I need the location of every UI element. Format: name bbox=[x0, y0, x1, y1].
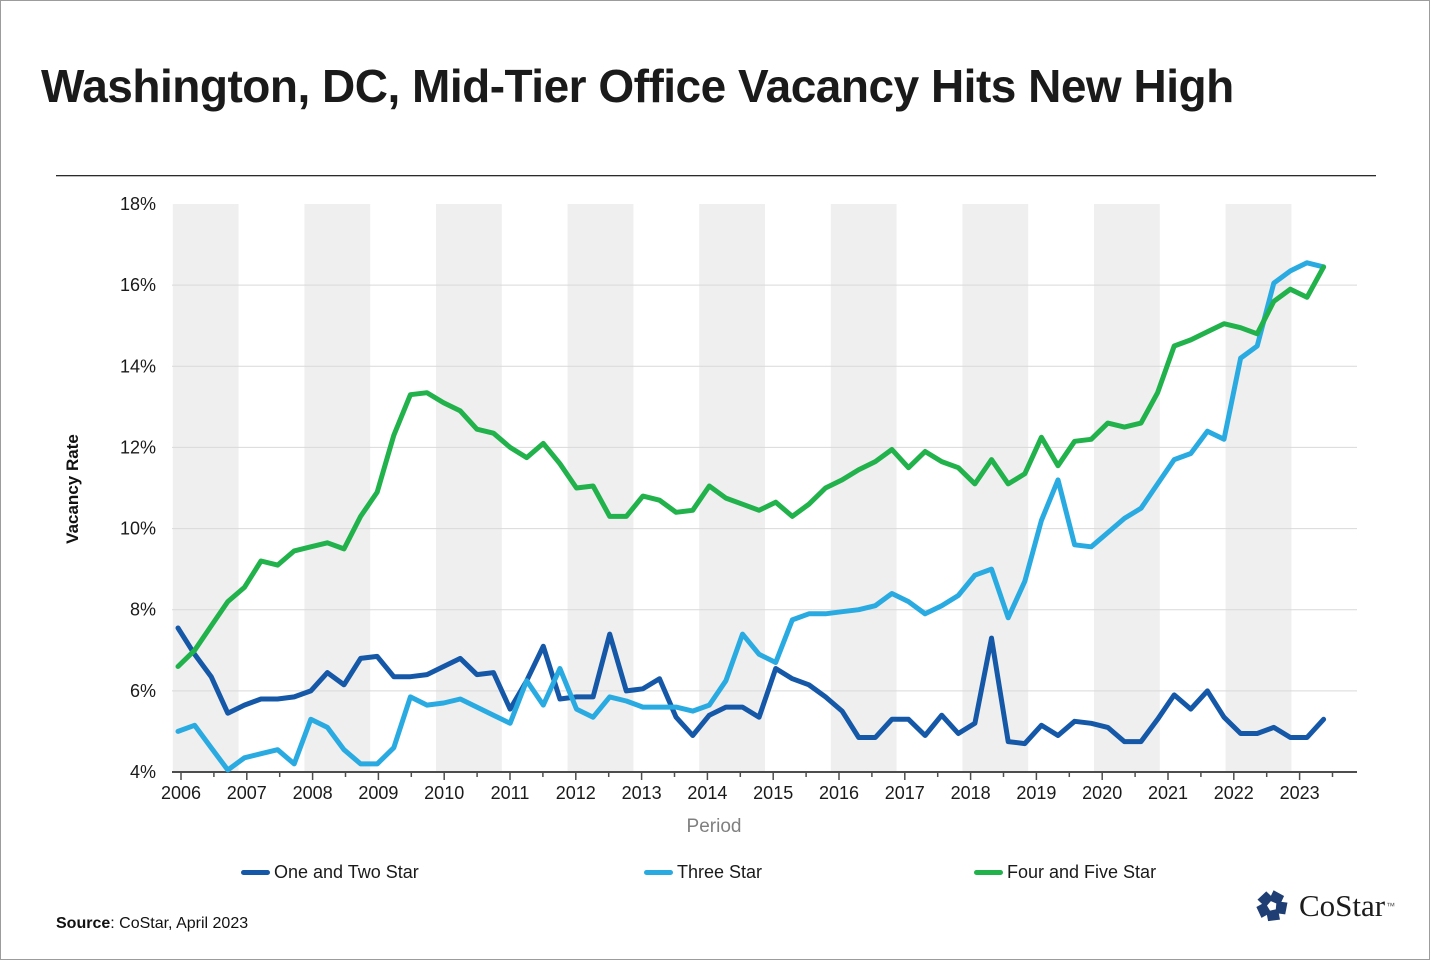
source-text: : CoStar, April 2023 bbox=[110, 915, 249, 932]
title-divider bbox=[56, 175, 1376, 177]
series-line-one-and-two-star bbox=[175, 625, 1327, 747]
y-tick-label: 18% bbox=[120, 194, 156, 214]
three-star-swatch-icon bbox=[644, 869, 673, 875]
x-tick-label: 2013 bbox=[622, 783, 662, 803]
y-tick-label: 4% bbox=[130, 762, 156, 782]
legend-item-four-and-five-star: Four and Five Star bbox=[974, 861, 1156, 883]
y-tick-label: 16% bbox=[120, 275, 156, 295]
x-tick-label: 2023 bbox=[1280, 783, 1320, 803]
trademark-symbol: ™ bbox=[1386, 901, 1396, 911]
legend-label: Four and Five Star bbox=[1007, 861, 1157, 882]
x-tick-label: 2022 bbox=[1214, 783, 1254, 803]
x-tick-label: 2016 bbox=[819, 783, 859, 803]
four-and-five-star-swatch-icon bbox=[974, 869, 1003, 875]
x-tick-label: 2007 bbox=[227, 783, 267, 803]
x-tick-label: 2010 bbox=[424, 783, 464, 803]
year-band bbox=[962, 204, 1029, 772]
legend-label: Three Star bbox=[677, 861, 763, 882]
x-tick-label: 2009 bbox=[358, 783, 398, 803]
x-tick-label: 2006 bbox=[161, 783, 201, 803]
one-and-two-star-swatch-icon bbox=[241, 869, 270, 875]
x-tick-label: 2014 bbox=[687, 783, 727, 803]
x-tick-label: 2017 bbox=[885, 783, 925, 803]
legend-label: One and Two Star bbox=[274, 861, 419, 882]
y-tick-label: 8% bbox=[130, 600, 156, 620]
series-line-three-star bbox=[175, 260, 1327, 773]
y-tick-label: 6% bbox=[130, 681, 156, 701]
legend-item-three-star: Three Star bbox=[644, 861, 762, 883]
y-tick-label: 12% bbox=[120, 437, 156, 457]
year-band bbox=[1225, 204, 1292, 772]
source-note: Source: CoStar, April 2023 bbox=[56, 915, 248, 933]
y-axis-title: Vacancy Rate bbox=[63, 434, 82, 544]
x-tick-label: 2018 bbox=[951, 783, 991, 803]
x-tick-label: 2012 bbox=[556, 783, 596, 803]
page-title: Washington, DC, Mid-Tier Office Vacancy … bbox=[41, 60, 1234, 112]
year-band bbox=[436, 204, 502, 772]
costar-logo: CoStar ™ bbox=[1251, 885, 1395, 927]
x-tick-label: 2020 bbox=[1082, 783, 1122, 803]
x-tick-label: 2011 bbox=[491, 783, 530, 803]
x-tick-label: 2021 bbox=[1148, 783, 1188, 803]
y-tick-label: 14% bbox=[120, 356, 156, 376]
source-label: Source bbox=[56, 915, 111, 932]
x-tick-label: 2019 bbox=[1016, 783, 1056, 803]
x-tick-label: 2008 bbox=[293, 783, 333, 803]
y-tick-label: 10% bbox=[120, 519, 156, 539]
series-line-four-and-five-star bbox=[175, 264, 1327, 669]
year-band bbox=[172, 204, 239, 772]
costar-pinwheel-icon bbox=[1256, 890, 1288, 922]
x-axis-title: Period bbox=[686, 816, 742, 837]
chart-legend: One and Two Star Three Star Four and Fiv… bbox=[1, 861, 1429, 885]
year-band bbox=[1094, 204, 1160, 772]
year-band bbox=[830, 204, 897, 772]
legend-item-one-and-two-star: One and Two Star bbox=[241, 861, 419, 883]
costar-logo-text: CoStar bbox=[1299, 888, 1386, 923]
x-tick-label: 2015 bbox=[753, 783, 793, 803]
